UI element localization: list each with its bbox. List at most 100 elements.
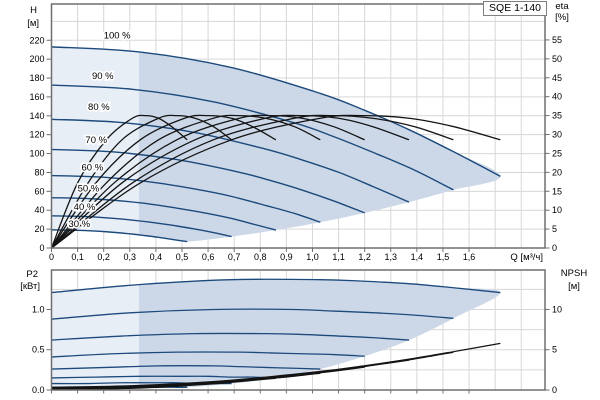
h-curve-70 [51,148,365,214]
speed-label-60: 60 % [82,163,104,174]
eta-tick-label: 55 [552,35,562,45]
h-curve-90 [51,84,454,191]
eta-axis-title: eta [555,1,569,12]
p2-curve-80 [51,332,410,341]
h-tick-label: 60 [34,186,44,196]
h-curve-40 [51,215,232,238]
eta-curve-80 [51,114,410,249]
eta-tick-label: 0 [552,243,557,253]
npsh-tick-label: 0 [552,385,557,395]
x-tick-label: 0,5 [176,252,189,262]
p2-tick-label: 0.5 [32,345,45,355]
p2-curve-90 [51,308,454,320]
npsh-tick-label: 5 [552,345,557,355]
p2-curve-50 [51,375,276,379]
chart-shape [138,279,501,388]
x-tick-label: 1,4 [411,252,424,262]
p2-tick-label: 1.0 [32,304,45,314]
h-tick-label: 220 [29,35,44,45]
eta-curve-100 [51,114,501,249]
duty-range-overlay [138,51,501,388]
npsh-axis-title: NPSH [561,268,588,279]
p2-axis-unit: [кВт] [20,281,40,292]
eta-curve-50 [50,114,277,249]
h-tick-label: 140 [29,111,44,121]
npsh-axis-unit: [м] [568,281,580,292]
eta-tick-label: 45 [552,73,562,83]
eta-tick-label: 25 [552,148,562,158]
h-curve-100 [51,46,501,177]
x-tick-label: 1,0 [306,252,319,262]
top-chart-frame [50,3,546,249]
eta-curves [50,114,501,249]
bottom-chart-frame [50,269,546,391]
h-tick-label: 80 [34,167,44,177]
eta-curve-60 [51,114,321,249]
eta-tick-label: 5 [552,224,557,234]
h-tick-label: 40 [34,205,44,215]
x-tick-label: 0,8 [254,252,267,262]
x-tick-label: 1,5 [437,252,450,262]
speed-label-50: 50 % [78,183,100,194]
x-tick-label: 0,7 [228,252,241,262]
pump-model-badge: SQE 1-140 [483,1,547,16]
x-tick-label: 1,6 [463,252,476,262]
x-tick-label: 0,2 [97,252,110,262]
h-curve-80 [51,118,410,203]
x-tick-label: 0 [49,252,54,262]
axis-ticks [46,39,550,394]
p2-curve-70 [51,351,365,358]
h-tick-label: 180 [29,73,44,83]
axis-tick-labels: 0 0,1 0,2 0,3 0,4 0,5 0,6 0,7 0,8 0,9 1,0 1,1 1,2 1,3… [29,35,562,395]
h-axis-unit: [м] [27,18,39,29]
h-curve-30 [51,229,188,243]
x-tick-label: 1,1 [332,252,345,262]
q-axis-title: Q [м³/ч] [510,252,543,263]
speed-label-40: 40 % [74,202,96,213]
h-tick-label: 160 [29,92,44,102]
speed-label-100: 100 % [104,30,131,41]
h-axis-title: H [30,5,37,16]
eta-tick-label: 35 [552,111,562,121]
p2-axis-title: P2 [26,269,38,280]
speed-labels: 100 % 90 % 80 % 70 % 60 % 50 % 40 % 30 % [67,29,133,232]
x-tick-label: 0,4 [150,252,163,262]
h-tick-label: 20 [34,224,44,234]
speed-label-30: 30 % [68,219,90,230]
x-tick-label: 0,3 [124,252,137,262]
pump-model-label: SQE 1-140 [489,2,541,14]
speed-label-70: 70 % [85,135,107,146]
axis-titles: H [м] eta[%] P2[кВт] NPSH [м] Q [м³/ч] [20,1,587,292]
x-tick-label: 0,1 [71,252,84,262]
speed-label-90: 90 % [92,71,114,82]
chart-shape [138,51,501,242]
chart-frames [50,3,546,391]
p2-tick-label: 0.0 [32,385,45,395]
npsh-curves [51,342,501,391]
x-tick-label: 1,3 [385,252,398,262]
eta-tick-label: 20 [552,167,562,177]
eta-tick-label: 30 [552,130,562,140]
h-tick-label: 100 [29,149,44,159]
h-tick-label: 200 [29,54,44,64]
h-curve-50 [51,196,277,231]
x-tick-label: 1,2 [358,252,371,262]
hq-curves [51,46,501,243]
p2-curve-100 [51,278,501,294]
x-tick-label: 0,9 [280,252,293,262]
h-tick-label: 0 [39,243,44,253]
x-tick-label: 0,6 [202,252,215,262]
npsh-tick-label: 10 [552,304,562,314]
eta-tick-label: 10 [552,205,562,215]
eta-curve-40 [50,114,232,249]
eta-tick-label: 15 [552,186,562,196]
eta-tick-label: 40 [552,92,562,102]
eta-axis-unit: [%] [555,12,569,23]
speed-label-80: 80 % [88,102,110,113]
p2-curve-60 [51,365,321,370]
eta-tick-label: 50 [552,54,562,64]
eta-curve-30 [50,114,188,249]
h-tick-label: 120 [29,130,44,140]
